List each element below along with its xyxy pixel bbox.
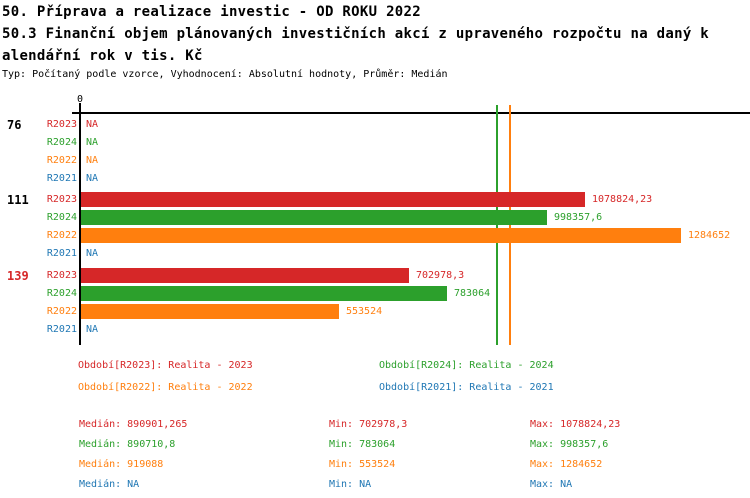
median-line-r2022 <box>509 105 511 345</box>
bar-r2024 <box>81 210 547 225</box>
stat-median-r2024: Medián: 890710,8 <box>79 439 176 450</box>
bar-chart: 0 76 R2023 NA R2024 NA R2022 NA R2021 NA 111 R2023… <box>7 94 750 345</box>
legend-item-r2024: Období[R2024]: Realita - 2024 <box>379 360 554 371</box>
bar-value-na: NA <box>86 324 99 335</box>
page-title: 50. Příprava a realizace investic - OD R… <box>2 4 421 20</box>
stat-max-r2022: Max: 1284652 <box>530 459 603 470</box>
series-label-r2023: R2023 <box>46 270 77 281</box>
stat-max-r2023: Max: 1078824,23 <box>530 419 621 430</box>
bar-r2022 <box>81 304 339 319</box>
stat-median-r2022: Medián: 919088 <box>79 459 164 470</box>
group-label-139: 139 <box>7 269 29 283</box>
stat-min-r2021: Min: NA <box>329 479 372 490</box>
bar-value: 998357,6 <box>554 212 603 223</box>
stat-min-r2024: Min: 783064 <box>329 439 396 450</box>
series-label-r2024: R2024 <box>46 288 77 299</box>
bar-value: 1284652 <box>688 230 731 241</box>
series-label-r2023: R2023 <box>46 119 77 130</box>
series-label-r2021: R2021 <box>46 248 77 259</box>
group-label-111: 111 <box>7 193 29 207</box>
bar-value-na: NA <box>86 119 99 130</box>
bar-value-na: NA <box>86 155 99 166</box>
series-label-r2022: R2022 <box>46 230 77 241</box>
chart-meta: Typ: Počítaný podle vzorce, Vyhodnocení:… <box>2 69 448 80</box>
series-label-r2024: R2024 <box>46 212 77 223</box>
legend-item-r2023: Období[R2023]: Realita - 2023 <box>78 360 253 371</box>
bar-value: 553524 <box>346 306 383 317</box>
legend-item-r2022: Období[R2022]: Realita - 2022 <box>78 382 253 393</box>
series-label-r2024: R2024 <box>46 137 77 148</box>
x-axis-zero-label: 0 <box>76 94 84 105</box>
median-line-r2024 <box>496 105 498 345</box>
bar-value: 1078824,23 <box>592 194 653 205</box>
bar-r2022 <box>81 228 681 243</box>
stat-median-r2021: Medián: NA <box>79 479 140 490</box>
stat-min-r2023: Min: 702978,3 <box>329 419 408 430</box>
bar-r2023 <box>81 192 585 207</box>
group-label-76: 76 <box>7 118 22 132</box>
bar-r2023 <box>81 268 409 283</box>
x-axis-line <box>72 112 750 114</box>
series-label-r2022: R2022 <box>46 155 77 166</box>
stat-median-r2023: Medián: 890901,265 <box>79 419 188 430</box>
bar-value-na: NA <box>86 248 99 259</box>
page-subtitle-line2: alendářní rok v tis. Kč <box>2 48 203 64</box>
bar-value: 783064 <box>454 288 491 299</box>
series-label-r2023: R2023 <box>46 194 77 205</box>
stat-max-r2024: Max: 998357,6 <box>530 439 609 450</box>
y-axis-line <box>79 103 81 345</box>
stat-max-r2021: Max: NA <box>530 479 573 490</box>
bar-value: 702978,3 <box>416 270 465 281</box>
series-label-r2021: R2021 <box>46 324 77 335</box>
bar-value-na: NA <box>86 173 99 184</box>
legend-item-r2021: Období[R2021]: Realita - 2021 <box>379 382 554 393</box>
bar-r2024 <box>81 286 447 301</box>
series-label-r2021: R2021 <box>46 173 77 184</box>
series-label-r2022: R2022 <box>46 306 77 317</box>
page-subtitle-line1: 50.3 Finanční objem plánovaných investič… <box>2 26 710 42</box>
bar-value-na: NA <box>86 137 99 148</box>
stat-min-r2022: Min: 553524 <box>329 459 396 470</box>
